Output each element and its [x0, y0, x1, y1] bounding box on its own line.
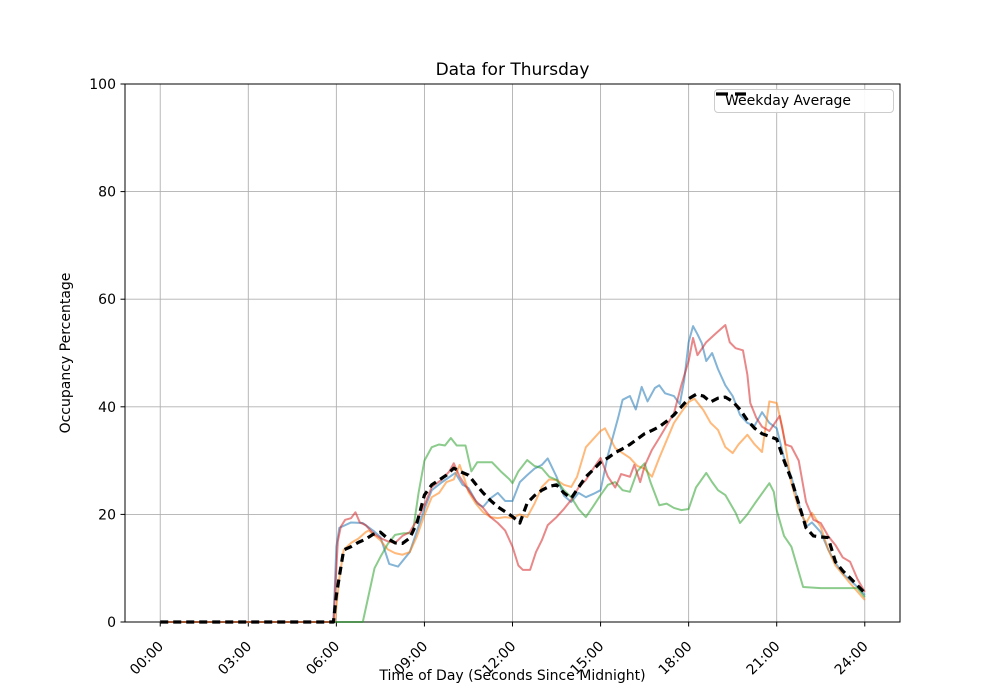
legend-dash-sample-icon [716, 92, 746, 96]
y-tick-label: 20 [98, 507, 116, 523]
legend: Weekday Average [714, 89, 894, 113]
chart-title: Data for Thursday [435, 60, 590, 80]
y-tick-label: 100 [89, 77, 116, 93]
x-axis-label: Time of Day (Seconds Since Midnight) [379, 668, 646, 684]
series-weekday-average [160, 392, 866, 624]
y-tick-label: 60 [98, 292, 116, 308]
y-tick-label: 40 [98, 400, 116, 416]
y-tick-label: 80 [98, 185, 116, 201]
series-thursday-trace-3 [160, 437, 866, 623]
series-thursday-trace-4 [160, 324, 866, 623]
y-tick-label: 0 [107, 615, 116, 631]
y-axis-label: Occupancy Percentage [58, 272, 74, 434]
series-thursday-trace-2 [160, 397, 866, 623]
legend-label: Weekday Average [725, 93, 852, 109]
